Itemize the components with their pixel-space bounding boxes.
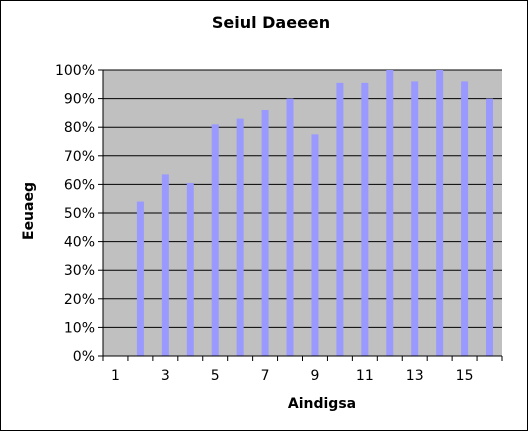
gridlines	[103, 69, 502, 328]
bar-3	[161, 174, 169, 356]
y-tick-label: 90%	[64, 92, 95, 108]
x-tick-label: 9	[311, 368, 320, 384]
bar-8	[286, 98, 294, 356]
y-tick-label: 50%	[64, 206, 95, 222]
y-axis-title: Eeuaeg	[21, 182, 37, 240]
bar-4	[186, 182, 194, 356]
bar-2	[136, 201, 144, 356]
x-tick-label: 11	[356, 368, 374, 384]
bar-5	[211, 124, 219, 356]
x-tick-label: 13	[406, 368, 424, 384]
bars	[136, 70, 494, 357]
bar-11	[361, 82, 369, 357]
bar-7	[261, 110, 269, 356]
x-tick-label: 3	[161, 368, 170, 384]
y-tick-label: 10%	[64, 320, 95, 336]
y-tick-label: 30%	[64, 263, 95, 279]
x-axis-title: Aindigsa	[288, 396, 356, 412]
bar-10	[336, 82, 344, 357]
x-tick-labels: 1 3 5 7 9 11 13 15	[102, 356, 503, 384]
bar-14	[436, 70, 444, 356]
y-tick-labels: 0% 10% 20% 30% 40% 50% 60% 70% 80% 90% 100%	[55, 63, 103, 365]
y-tick-label: 0%	[73, 349, 95, 365]
bar-16	[486, 98, 494, 356]
bar-9	[311, 134, 319, 356]
bar-13	[411, 81, 419, 356]
x-tick-label: 7	[261, 368, 270, 384]
x-tick-label: 15	[456, 368, 474, 384]
bar-12	[386, 70, 394, 356]
y-tick-label: 20%	[64, 292, 95, 308]
y-tick-label: 40%	[64, 235, 95, 251]
y-tick-label: 100%	[55, 63, 95, 79]
chart-title: Seiul Daeeen	[212, 13, 330, 32]
x-tick-label: 5	[211, 368, 220, 384]
bar-15	[461, 81, 469, 356]
x-tick-label: 1	[111, 368, 120, 384]
y-tick-label: 60%	[64, 177, 95, 193]
bar-6	[236, 118, 244, 357]
y-tick-label: 70%	[64, 149, 95, 165]
y-tick-label: 80%	[64, 120, 95, 136]
